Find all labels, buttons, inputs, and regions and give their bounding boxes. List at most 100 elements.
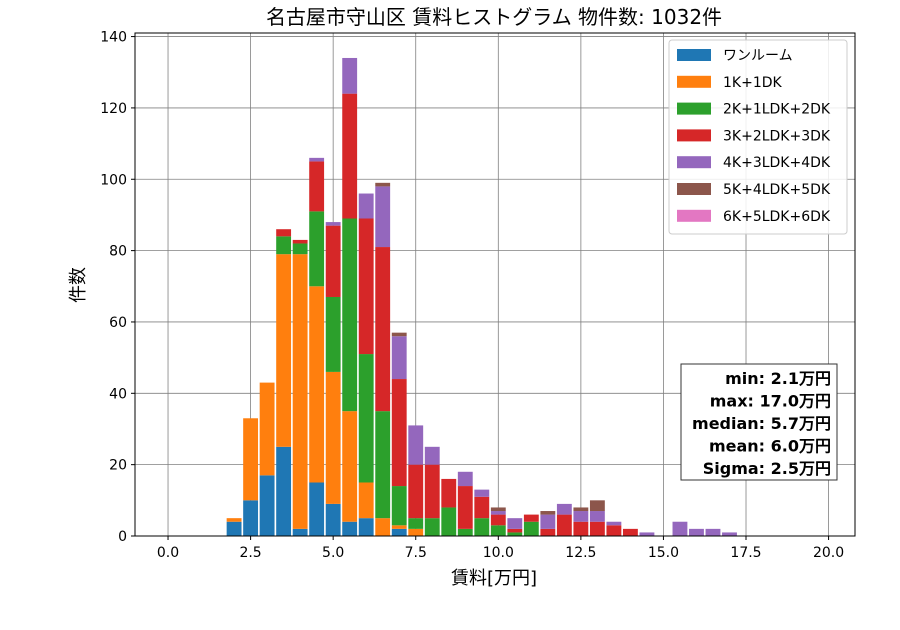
legend-label: 2K+1LDK+2DK (723, 102, 831, 118)
bar-segment (672, 521, 688, 536)
legend-box (668, 39, 848, 235)
bar-segment (358, 518, 374, 536)
bar-segment (639, 532, 655, 536)
bar-segment (540, 511, 556, 515)
bar-segment (722, 532, 737, 536)
bar-segment (474, 489, 490, 497)
y-tick-label: 80 (109, 244, 127, 260)
stats-line: max: 17.0万円 (710, 392, 831, 411)
bar-segment (606, 521, 622, 526)
bar-segment (589, 511, 605, 522)
bar-segment (243, 418, 259, 501)
x-tick-label: 5.0 (322, 545, 344, 561)
bar-segment (325, 371, 341, 504)
bars (226, 57, 737, 536)
stats-line: mean: 6.0万円 (709, 437, 831, 456)
bar-segment (441, 478, 457, 508)
bar-segment (375, 182, 391, 187)
legend-swatch (677, 102, 711, 115)
bar-segment (309, 161, 325, 212)
bar-segment (556, 503, 572, 515)
y-tick-label: 100 (100, 172, 127, 188)
bar-segment (573, 507, 589, 512)
bar-segment (325, 296, 341, 372)
legend-label: ワンルーム (723, 48, 793, 64)
x-tick-label: 2.5 (239, 545, 261, 561)
y-tick-label: 20 (109, 458, 127, 474)
bar-segment (391, 486, 407, 526)
legend-label: 6K+5LDK+6DK (723, 209, 831, 225)
legend-swatch (677, 156, 711, 169)
bar-segment (325, 503, 341, 536)
bar-segment (226, 521, 242, 536)
bar-segment (441, 507, 457, 536)
bar-segment (689, 528, 704, 536)
legend-label: 4K+3LDK+4DK (723, 155, 831, 171)
bar-segment (375, 186, 391, 248)
bar-segment (342, 218, 358, 412)
bar-segment (391, 525, 407, 529)
bar-segment (276, 254, 292, 447)
bar-segment (507, 528, 523, 533)
bar-segment (358, 193, 374, 219)
bar-segment (457, 486, 473, 529)
legend-swatch (677, 129, 711, 142)
x-tick-label: 10.0 (483, 545, 514, 561)
x-tick-label: 20.0 (813, 545, 844, 561)
bar-segment (342, 57, 358, 94)
y-tick-label: 140 (100, 30, 127, 46)
legend-swatch (677, 49, 711, 61)
bar-segment (424, 446, 440, 465)
x-axis-title: 賃料[万円] (451, 568, 537, 589)
bar-segment (375, 411, 391, 519)
bar-segment (408, 464, 424, 519)
bar-segment (523, 521, 539, 536)
bar-segment (391, 332, 407, 337)
legend-label: 3K+2LDK+3DK (723, 128, 831, 144)
x-tick-label: 12.5 (565, 545, 596, 561)
y-tick-label: 120 (100, 101, 127, 117)
x-tick-label: 15.0 (648, 545, 679, 561)
bar-segment (342, 521, 358, 536)
bar-segment (259, 382, 275, 476)
bar-segment (276, 236, 292, 255)
legend-swatch (677, 183, 711, 195)
legend-swatch (677, 209, 711, 222)
bar-segment (457, 471, 473, 487)
bar-segment (276, 446, 292, 536)
bar-segment (358, 354, 374, 483)
bar-segment (375, 247, 391, 412)
bar-segment (705, 528, 721, 536)
y-tick-label: 0 (118, 529, 127, 545)
bar-segment (391, 528, 407, 536)
bar-segment (325, 222, 341, 226)
bar-segment (375, 518, 391, 536)
x-tick-label: 0.0 (157, 545, 179, 561)
plot-frame (134, 32, 856, 537)
bar-segment (474, 496, 490, 519)
legend-swatch (677, 75, 711, 88)
bar-segment (424, 518, 440, 536)
bar-segment (622, 528, 638, 536)
x-tick-label: 17.5 (730, 545, 761, 561)
x-tick-label: 7.5 (405, 545, 427, 561)
bar-segment (540, 514, 556, 529)
bar-segment (490, 525, 506, 536)
y-tick-label: 60 (109, 315, 127, 331)
bar-segment (226, 518, 242, 522)
bar-segment (276, 229, 292, 237)
legend-label: 5K+4LDK+5DK (723, 182, 831, 198)
legend-label: 1K+1DK (723, 75, 783, 91)
bar-segment (325, 225, 341, 297)
stats-line: median: 5.7万円 (692, 414, 831, 433)
bar-segment (540, 528, 556, 536)
bar-segment (556, 514, 572, 536)
y-axis-title: 件数 (68, 267, 89, 303)
bar-segment (457, 528, 473, 536)
bar-segment (507, 532, 523, 536)
bar-segment (309, 286, 325, 483)
bar-segment (408, 518, 424, 529)
bar-segment (573, 521, 589, 536)
bar-segment (292, 243, 308, 255)
